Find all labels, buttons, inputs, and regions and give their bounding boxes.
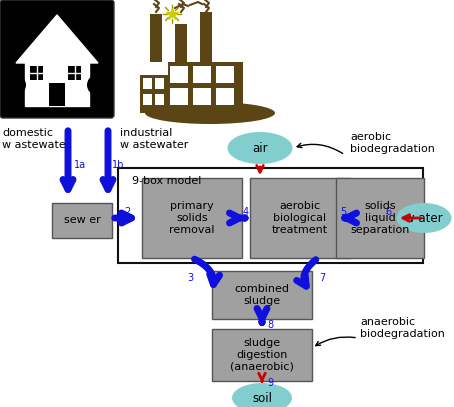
FancyBboxPatch shape: [216, 88, 234, 105]
Text: w ater: w ater: [405, 212, 443, 225]
FancyBboxPatch shape: [155, 78, 164, 89]
FancyBboxPatch shape: [30, 66, 43, 80]
FancyBboxPatch shape: [168, 62, 243, 114]
FancyBboxPatch shape: [250, 178, 350, 258]
FancyBboxPatch shape: [16, 93, 21, 109]
Ellipse shape: [11, 76, 26, 94]
Ellipse shape: [87, 76, 102, 94]
Text: sew er: sew er: [64, 215, 100, 225]
Text: 8: 8: [267, 320, 273, 330]
Text: soil: soil: [252, 392, 272, 405]
FancyBboxPatch shape: [193, 66, 211, 83]
FancyBboxPatch shape: [212, 271, 312, 319]
FancyBboxPatch shape: [140, 75, 170, 113]
Text: 1a: 1a: [74, 160, 86, 170]
FancyBboxPatch shape: [170, 66, 188, 83]
Text: 7: 7: [319, 273, 325, 283]
Ellipse shape: [396, 203, 451, 233]
Ellipse shape: [227, 132, 292, 164]
Text: anaerobic
biodegradation: anaerobic biodegradation: [360, 317, 445, 339]
Text: 2: 2: [124, 207, 130, 217]
Text: 6: 6: [385, 207, 391, 217]
Text: air: air: [252, 142, 268, 155]
FancyBboxPatch shape: [175, 24, 187, 62]
Text: solids
liquid
separation: solids liquid separation: [350, 201, 410, 234]
Text: combined
sludge: combined sludge: [235, 284, 290, 306]
Text: aerobic
biodegradation: aerobic biodegradation: [350, 132, 435, 154]
FancyBboxPatch shape: [68, 66, 81, 80]
FancyBboxPatch shape: [155, 94, 164, 105]
FancyBboxPatch shape: [52, 203, 112, 238]
FancyBboxPatch shape: [193, 88, 211, 105]
Polygon shape: [16, 15, 98, 63]
Text: 4: 4: [243, 207, 249, 217]
Text: aerobic
biological
treatment: aerobic biological treatment: [272, 201, 328, 234]
Text: primary
solids
removal: primary solids removal: [169, 201, 215, 234]
Text: 9: 9: [267, 378, 273, 388]
FancyBboxPatch shape: [200, 12, 212, 62]
FancyBboxPatch shape: [150, 14, 162, 62]
FancyBboxPatch shape: [212, 329, 312, 381]
FancyBboxPatch shape: [142, 178, 242, 258]
FancyBboxPatch shape: [49, 83, 65, 106]
FancyBboxPatch shape: [336, 178, 424, 258]
Ellipse shape: [145, 102, 275, 124]
FancyBboxPatch shape: [0, 0, 114, 118]
FancyBboxPatch shape: [216, 66, 234, 83]
Text: 3: 3: [187, 273, 193, 283]
Text: 5: 5: [340, 207, 346, 217]
Text: industrial
w astewater: industrial w astewater: [120, 128, 188, 150]
FancyBboxPatch shape: [25, 61, 89, 106]
Text: sludge
digestion
(anaerobic): sludge digestion (anaerobic): [230, 338, 294, 372]
FancyBboxPatch shape: [92, 93, 97, 109]
FancyBboxPatch shape: [143, 94, 152, 105]
Text: domestic
w astewater: domestic w astewater: [2, 128, 70, 150]
FancyBboxPatch shape: [170, 88, 188, 105]
Ellipse shape: [232, 383, 292, 407]
FancyBboxPatch shape: [118, 168, 423, 263]
Text: 9-box model: 9-box model: [132, 176, 202, 186]
FancyBboxPatch shape: [143, 78, 152, 89]
Text: 1b: 1b: [112, 160, 124, 170]
